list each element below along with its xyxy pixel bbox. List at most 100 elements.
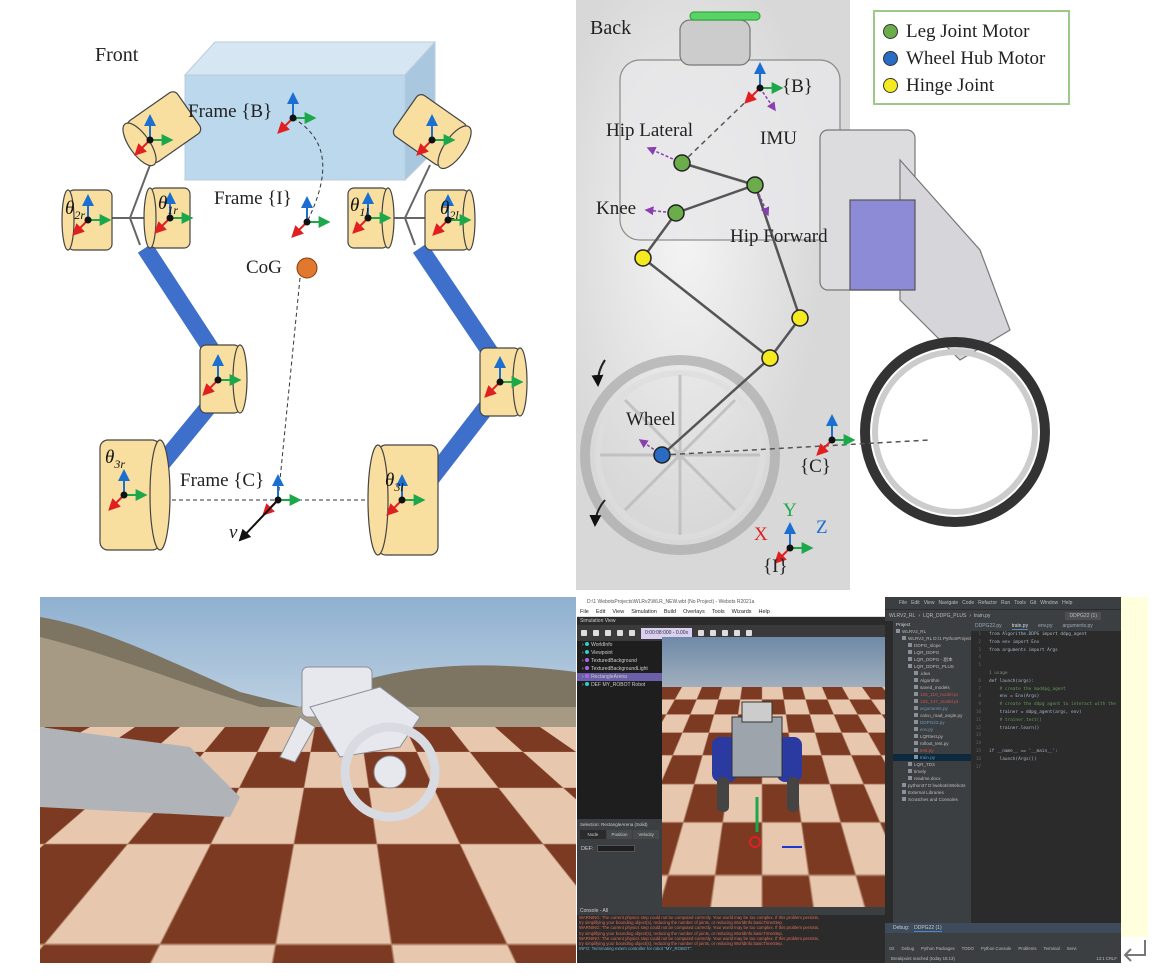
project-tree-item[interactable]: LQR_DDPG_PLUS <box>893 663 971 670</box>
code-line: 5 <box>978 663 981 669</box>
tab-node[interactable]: Node <box>580 830 606 839</box>
project-tree-item[interactable]: 125_110_model.pt <box>893 691 971 698</box>
console-line: WARNING: The current physics step could … <box>579 935 820 941</box>
project-tree-item[interactable]: External Libraries <box>893 789 971 796</box>
3d-view[interactable] <box>662 637 885 907</box>
cog-marker <box>296 257 318 279</box>
menu-item[interactable]: Build <box>663 609 677 615</box>
debug-config-tab[interactable]: DDPG22 (1) <box>914 924 942 932</box>
console: Console - All WARNING: The current physi… <box>577 907 885 963</box>
scene-tree-item[interactable]: › RectangleArena <box>577 673 662 681</box>
project-tree-item[interactable]: LQR_TD3 <box>893 761 971 768</box>
project-tree-item[interactable]: Algorithm <box>893 677 971 684</box>
menu-item[interactable]: Help <box>758 609 770 615</box>
tool-window-tab[interactable]: TODO <box>961 945 974 951</box>
project-tree-item[interactable]: LQR_DDPG - 副本 <box>893 656 971 663</box>
wheel-label: Wheel <box>626 409 676 430</box>
scene-tree-item[interactable]: › TexturedBackgroundLight <box>582 666 648 672</box>
tab-position[interactable]: Position <box>606 830 633 839</box>
menu-item[interactable]: Simulation <box>631 609 657 615</box>
tool-window-tab[interactable]: Servi <box>1066 945 1077 951</box>
frame-origin <box>214 376 222 384</box>
menu-item[interactable]: Tools <box>711 609 725 615</box>
menu-item[interactable]: Edit <box>911 600 920 606</box>
settings-icon[interactable] <box>593 630 599 636</box>
play-icon[interactable] <box>710 630 717 636</box>
tool-window-tab[interactable]: Problems <box>1018 945 1037 951</box>
console-line: try simplifying your bounding object(s),… <box>579 930 783 936</box>
tool-window-tab[interactable]: Terminal <box>1043 945 1060 951</box>
scene-tree-item[interactable]: › Viewpoint <box>582 650 613 656</box>
project-tree-item[interactable]: 125_147_model.pt <box>893 698 971 705</box>
project-tree-item[interactable]: env.py <box>893 726 971 733</box>
reset-icon[interactable] <box>698 630 705 636</box>
code-editor[interactable]: 1 from Algorithm.DDPG import ddpg_agent 2 f… <box>971 631 1121 923</box>
project-tree-item[interactable]: .idea <box>893 670 971 677</box>
menu-item[interactable]: View <box>612 609 625 615</box>
record-icon[interactable] <box>746 630 753 636</box>
project-tree-item[interactable]: DDPG22.py <box>893 719 971 726</box>
cog-label: CoG <box>246 257 282 278</box>
open-icon[interactable] <box>617 630 623 636</box>
project-tree-item[interactable]: DDPG_slope <box>893 642 971 649</box>
reload-icon[interactable] <box>629 630 635 636</box>
project-tree-item[interactable]: python37 D:\webots\Webots <box>893 782 971 789</box>
scene-tree-item[interactable]: › DEF MY_ROBOT Robot <box>582 682 646 688</box>
menu-item[interactable]: Help <box>1062 600 1073 606</box>
menu-item[interactable]: File <box>899 600 908 606</box>
breadcrumb-item[interactable]: LQR_DDPG_PLUS <box>922 612 967 619</box>
editor-tab[interactable]: train.py <box>1011 622 1029 630</box>
code-line: 2 from env import Env <box>978 639 1040 645</box>
project-tree-item[interactable]: rollout_test.py <box>893 740 971 747</box>
menu-item[interactable]: Git <box>1029 600 1037 606</box>
editor-tab[interactable]: arguments.py <box>1062 623 1093 629</box>
menu-item[interactable]: Navigate <box>938 600 959 606</box>
menu-item[interactable]: Edit <box>595 609 606 615</box>
project-tree-item[interactable]: Scratches and Consoles <box>893 796 971 803</box>
editor-tab[interactable]: DDPG22.py <box>975 623 1002 629</box>
project-tree-item[interactable]: saved_models <box>893 684 971 691</box>
menu-item[interactable]: Overlays <box>683 609 705 615</box>
menu-item[interactable]: Wizards <box>731 609 752 615</box>
menu-item[interactable]: Refactor <box>978 600 998 606</box>
breadcrumb-item[interactable]: train.py <box>974 612 991 619</box>
coordinate-frames <box>72 92 524 516</box>
project-tree-item[interactable]: arguments.py <box>893 705 971 712</box>
debug-label: Debug: <box>893 925 910 931</box>
tool-window-tab[interactable]: Python Console <box>980 945 1012 951</box>
scene-tree-item[interactable]: › TexturedBackground <box>582 658 637 664</box>
toggle-tree-icon[interactable] <box>581 630 587 636</box>
menu-item[interactable]: Run <box>1001 600 1011 606</box>
project-tree-item[interactable]: readme.docx <box>893 775 971 782</box>
project-tree-item[interactable]: WLRV2_RL <box>893 628 971 635</box>
menu-item[interactable]: Code <box>962 600 975 606</box>
def-field[interactable] <box>596 845 635 852</box>
scene-tree-item[interactable]: › WorldInfo <box>582 642 613 648</box>
pause-icon[interactable] <box>722 630 729 636</box>
tab-velocity[interactable]: Velocity <box>633 830 660 839</box>
project-tree-item[interactable]: WLRV2_RL D:\1 PythonProject <box>893 635 972 642</box>
view-icon[interactable] <box>605 630 611 636</box>
menu-item[interactable]: Tools <box>1014 600 1026 606</box>
breadcrumb-item[interactable]: WLRV2_RL <box>889 612 916 619</box>
project-tree-item[interactable]: train.py <box>893 754 971 761</box>
menu-item[interactable]: Window <box>1040 600 1059 606</box>
tool-window-tab[interactable]: Debug <box>901 945 915 951</box>
legend: Leg Joint Motor Wheel Hub Motor Hinge Jo… <box>873 10 1070 105</box>
menu-item[interactable]: View <box>923 600 935 606</box>
project-tree-item[interactable]: LQRtest.py <box>893 733 971 740</box>
project-tree-item[interactable]: LQR_DDPG <box>893 649 971 656</box>
run-config-select[interactable]: DDPG22 (1) <box>1065 611 1101 620</box>
fast-forward-icon[interactable] <box>734 630 741 636</box>
project-tree-item[interactable]: calcu_road_angle.py <box>893 712 971 719</box>
mountains <box>40 617 576 737</box>
menu-item[interactable]: File <box>580 609 589 615</box>
project-tree-item[interactable]: test.py <box>893 747 971 754</box>
editor-tab[interactable]: env.py <box>1038 623 1053 629</box>
tool-window-tab[interactable]: Git <box>889 945 895 951</box>
project-label[interactable]: Project <box>896 622 911 627</box>
pycharm-window: File Edit View Navigate Code Refactor Run Tools… <box>885 597 1121 963</box>
project-tree-item[interactable]: timely <box>893 768 971 775</box>
tool-window-tab[interactable]: Python Packages <box>921 945 955 951</box>
